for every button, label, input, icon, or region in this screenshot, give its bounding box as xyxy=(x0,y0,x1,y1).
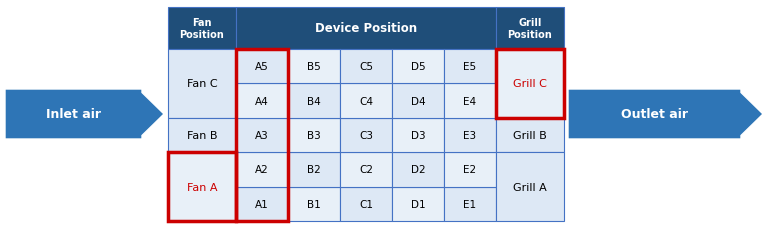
Text: A2: A2 xyxy=(255,165,269,175)
Bar xyxy=(168,153,236,221)
Bar xyxy=(444,84,496,118)
Text: C3: C3 xyxy=(359,131,373,140)
Bar xyxy=(444,50,496,84)
Text: D5: D5 xyxy=(411,62,425,72)
Bar xyxy=(168,153,236,221)
Bar xyxy=(496,118,564,153)
Bar xyxy=(496,8,564,50)
Bar xyxy=(496,50,564,118)
Bar xyxy=(444,118,496,153)
Text: E4: E4 xyxy=(463,96,477,106)
Text: C4: C4 xyxy=(359,96,373,106)
Text: Grill C: Grill C xyxy=(513,79,547,89)
Bar xyxy=(496,153,564,221)
Bar xyxy=(392,118,444,153)
Bar xyxy=(168,50,236,118)
Text: A4: A4 xyxy=(255,96,269,106)
Bar xyxy=(288,50,340,84)
Text: Grill A: Grill A xyxy=(513,182,547,192)
FancyArrow shape xyxy=(568,90,763,139)
Text: Fan B: Fan B xyxy=(187,131,217,140)
Bar xyxy=(392,187,444,221)
Bar xyxy=(288,153,340,187)
Text: Grill
Position: Grill Position xyxy=(508,18,552,40)
Bar xyxy=(444,153,496,187)
Bar xyxy=(236,50,288,221)
Text: Fan A: Fan A xyxy=(187,182,217,192)
Text: E1: E1 xyxy=(463,199,477,209)
Bar xyxy=(392,84,444,118)
Text: C1: C1 xyxy=(359,199,373,209)
Text: Fan
Position: Fan Position xyxy=(180,18,224,40)
Bar xyxy=(236,50,288,84)
Text: D1: D1 xyxy=(411,199,425,209)
Bar xyxy=(392,50,444,84)
Text: A5: A5 xyxy=(255,62,269,72)
Text: Device Position: Device Position xyxy=(315,22,417,35)
Text: E5: E5 xyxy=(463,62,477,72)
Text: B1: B1 xyxy=(307,199,321,209)
Text: A1: A1 xyxy=(255,199,269,209)
Text: Grill B: Grill B xyxy=(513,131,547,140)
Bar xyxy=(340,50,392,84)
FancyArrow shape xyxy=(5,90,164,139)
Bar xyxy=(340,118,392,153)
Text: B3: B3 xyxy=(307,131,321,140)
Bar xyxy=(340,84,392,118)
Bar xyxy=(288,118,340,153)
Bar xyxy=(288,187,340,221)
Text: B4: B4 xyxy=(307,96,321,106)
Bar xyxy=(340,153,392,187)
Bar xyxy=(340,187,392,221)
Text: Outlet air: Outlet air xyxy=(621,108,688,121)
Bar xyxy=(236,118,288,153)
Bar xyxy=(444,187,496,221)
Text: E2: E2 xyxy=(463,165,477,175)
Bar xyxy=(288,84,340,118)
Text: D3: D3 xyxy=(411,131,425,140)
Text: Inlet air: Inlet air xyxy=(46,108,101,121)
Text: A3: A3 xyxy=(255,131,269,140)
Text: E3: E3 xyxy=(463,131,477,140)
Bar xyxy=(236,8,496,50)
Text: Fan C: Fan C xyxy=(187,79,217,89)
Bar xyxy=(168,118,236,153)
Bar xyxy=(236,153,288,187)
Bar xyxy=(392,153,444,187)
Text: B5: B5 xyxy=(307,62,321,72)
Bar xyxy=(168,8,236,50)
Bar xyxy=(496,50,564,118)
Text: D4: D4 xyxy=(411,96,425,106)
Bar xyxy=(236,187,288,221)
Bar xyxy=(236,84,288,118)
Text: B2: B2 xyxy=(307,165,321,175)
Text: C5: C5 xyxy=(359,62,373,72)
Text: D2: D2 xyxy=(411,165,425,175)
Text: C2: C2 xyxy=(359,165,373,175)
